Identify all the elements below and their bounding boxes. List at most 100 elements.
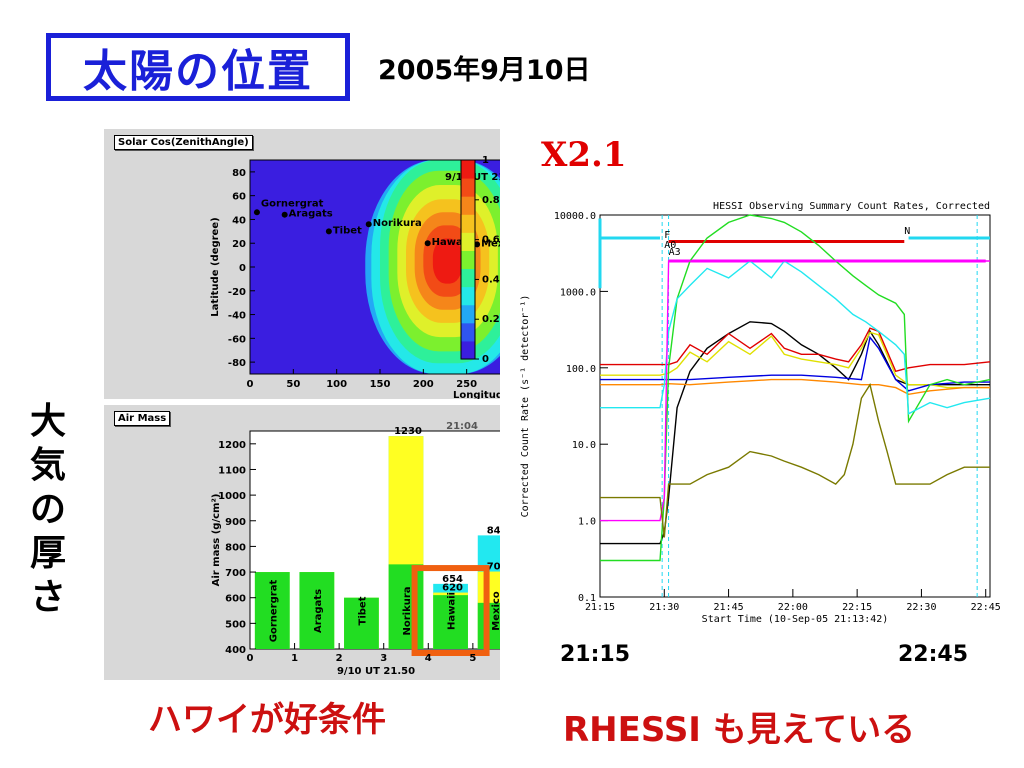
- hessi-x-tick-label: 21:45: [714, 602, 744, 613]
- heatmap-level-band: [432, 238, 463, 284]
- colorbar-segment: [461, 268, 475, 288]
- airmass-category-label: Tibet: [357, 596, 368, 625]
- caption-right: RHESSI も見えている: [563, 710, 916, 750]
- side-label: 大 気 の 厚 さ: [28, 400, 68, 620]
- airmass-data-label: 702: [487, 562, 500, 573]
- time-range-end: 22:45: [898, 642, 969, 667]
- colorbar-segment: [461, 340, 475, 360]
- colorbar-tick-label: 0.8: [482, 195, 500, 206]
- airmass-x-tick-label: 3: [380, 653, 387, 664]
- airmass-bar: [388, 564, 424, 649]
- heatmap-x-tick-label: 0: [247, 379, 254, 390]
- hessi-y-tick-label: 10.0: [572, 440, 596, 451]
- site-label: Gornergrat: [261, 198, 324, 209]
- title-box: 太陽の位置: [46, 33, 350, 101]
- site-marker: [325, 228, 332, 235]
- colorbar-tick-label: 1: [482, 155, 489, 166]
- hessi-y-tick-label: 1.0: [578, 517, 596, 528]
- hessi-title: HESSI Observing Summary Count Rates, Cor…: [713, 201, 990, 212]
- colorbar-tick-label: 0.6: [482, 235, 500, 246]
- hessi-x-tick-label: 22:30: [906, 602, 936, 613]
- colorbar-tick-label: 0.2: [482, 314, 500, 325]
- colorbar-segment: [461, 322, 475, 342]
- airmass-panel: Air Mass Gornergrat Aragats Tibet Norikura H…: [104, 405, 500, 680]
- heatmap-panel: Solar Cos(ZenithAngle) 05010015020025030…: [104, 129, 500, 399]
- hessi-x-axis-label: Start Time (10-Sep-05 21:13:42): [702, 614, 889, 625]
- colorbar-tick-label: 0.4: [482, 274, 500, 285]
- colorbar-segment: [461, 232, 475, 251]
- airmass-category-label: Aragats: [313, 589, 324, 633]
- hessi-y-tick-label: 1000.0: [560, 287, 596, 298]
- heatmap-y-axis-label: Latitude (degree): [210, 217, 221, 316]
- time-range-start: 21:15: [560, 642, 631, 667]
- heatmap-y-tick-label: -60: [228, 334, 246, 345]
- hessi-y-tick-label: 0.1: [578, 593, 596, 604]
- hessi-chart: HESSI Observing Summary Count Rates, Cor…: [520, 201, 1001, 625]
- side-label-char: さ: [29, 577, 66, 618]
- hessi-y-tick-label: 100.0: [566, 364, 596, 375]
- date-label: 2005年9月10日: [378, 55, 591, 86]
- hessi-series-line: [600, 331, 990, 389]
- colorbar-frame: [460, 159, 476, 360]
- hessi-attenuator-label: N: [904, 226, 910, 237]
- airmass-x-tick-label: 2: [336, 653, 343, 664]
- airmass-chart: Gornergrat Aragats Tibet Norikura Hawaii Mexi…: [211, 421, 500, 677]
- site-label: Hawaii: [432, 237, 470, 248]
- highlight-box: [411, 565, 490, 656]
- airmass-category-label: Gornergrat: [268, 580, 279, 643]
- airmass-category-label: Norikura: [402, 586, 413, 635]
- heatmap-x-tick-label: 50: [286, 379, 300, 390]
- hessi-plot-area: [599, 214, 991, 598]
- heatmap-y-tick-label: 0: [239, 263, 246, 274]
- caption-left: ハワイが好条件: [148, 700, 386, 740]
- colorbar-segment: [461, 196, 475, 215]
- colorbar-segment: [461, 304, 475, 324]
- heatmap-y-tick-label: -80: [228, 358, 246, 369]
- heatmap-y-tick-label: 60: [232, 192, 246, 203]
- hessi-x-tick-label: 21:30: [649, 602, 679, 613]
- heatmap-title: Solar Cos(ZenithAngle): [114, 135, 253, 150]
- hessi-x-tick-label: 22:45: [971, 602, 1001, 613]
- heatmap-y-tick-label: 40: [232, 215, 246, 226]
- hessi-series-line: [600, 214, 991, 562]
- site-marker: [365, 221, 372, 228]
- heatmap-x-tick-label: 200: [413, 379, 434, 390]
- flare-class-label: X2.1: [541, 135, 627, 175]
- hessi-attenuator-label: F: [664, 230, 670, 241]
- side-label-char: 気: [29, 445, 66, 486]
- airmass-bar: [344, 597, 379, 649]
- colorbar-segment: [461, 250, 475, 270]
- site-label: Tibet: [333, 225, 362, 236]
- hessi-x-tick-label: 21:15: [585, 602, 615, 613]
- heatmap-x-tick-label: 150: [370, 379, 391, 390]
- hessi-y-axis-label: Corrected Count Rate (s⁻¹ detector⁻¹): [520, 295, 531, 518]
- airmass-y-tick-label: 1100: [218, 465, 246, 476]
- hessi-series-line: [600, 335, 990, 392]
- heatmap-y-tick-label: 20: [232, 239, 246, 250]
- airmass-data-label: 1230: [394, 426, 422, 437]
- side-label-char: の: [29, 489, 66, 530]
- airmass-data-label: 620: [442, 583, 463, 594]
- airmass-y-tick-label: 900: [225, 517, 246, 528]
- airmass-y-tick-label: 600: [225, 594, 246, 605]
- hessi-series-line: [600, 382, 990, 538]
- colorbar-segment: [461, 286, 475, 306]
- heatmap-chart: 050100150200250300350806040200-20-40-60-…: [210, 155, 500, 399]
- hessi-x-tick-label: 22:15: [842, 602, 872, 613]
- airmass-x-tick-label: 0: [247, 653, 254, 664]
- colorbar-segment: [461, 178, 475, 197]
- hessi-series-line: [600, 378, 990, 396]
- heatmap-x-axis-label: Longitude (degree): [453, 390, 500, 399]
- heatmap-y-tick-label: 80: [232, 168, 246, 179]
- heatmap-y-tick-label: -40: [228, 311, 246, 322]
- airmass-x-tick-label: 5: [469, 653, 476, 664]
- airmass-data-label: 654: [442, 574, 463, 585]
- heatmap-x-tick-label: 250: [456, 379, 477, 390]
- hessi-attenuator-label: A3: [669, 247, 681, 258]
- hessi-series-line: [600, 327, 991, 373]
- airmass-bar: [254, 572, 290, 649]
- heatmap-x-tick-label: 100: [326, 379, 347, 390]
- airmass-x-axis-label: 9/10 UT 21.50: [337, 666, 415, 677]
- side-label-char: 厚: [29, 533, 66, 574]
- airmass-category-label: Mexico: [491, 591, 500, 631]
